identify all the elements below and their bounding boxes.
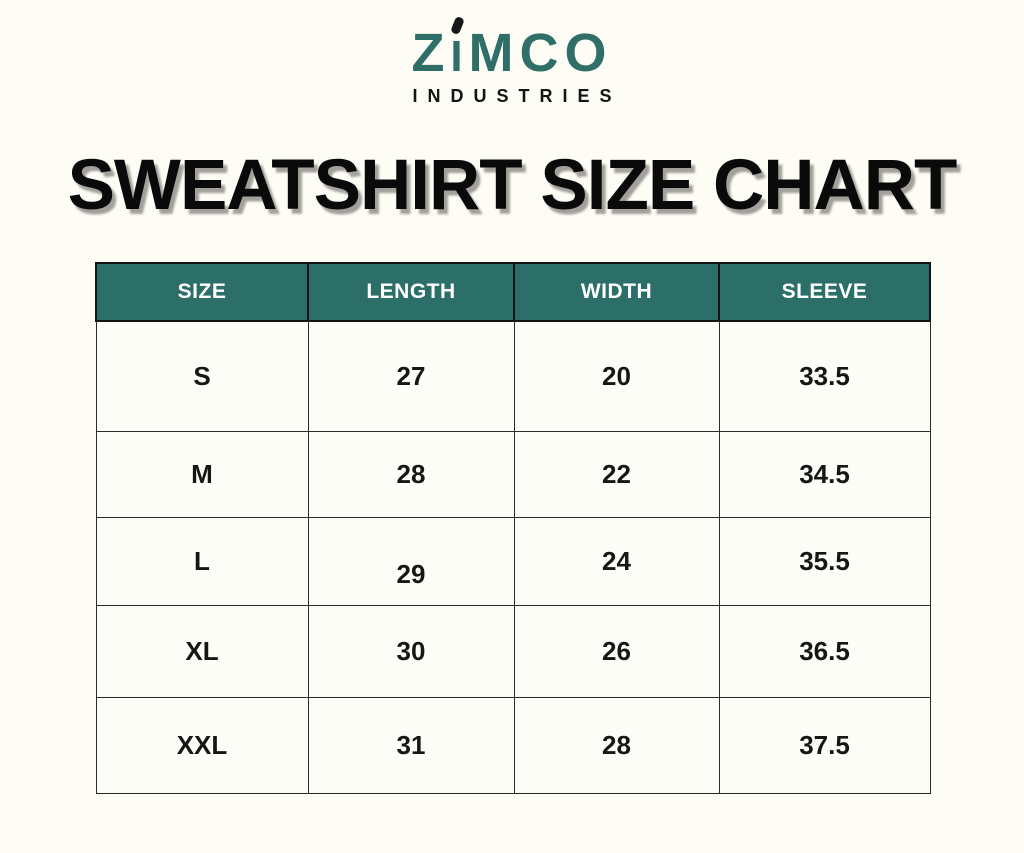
brand-logo: ZIMCO INDUSTRIES	[0, 15, 1024, 107]
column-header-length: LENGTH	[307, 262, 515, 322]
cell-sleeve: 37.5	[718, 696, 931, 794]
brand-subtitle: INDUSTRIES	[412, 86, 622, 106]
logo-letter-i: I	[450, 33, 469, 81]
logo-letters-mco: MCO	[468, 23, 613, 83]
page-title: SWEATSHIRT SIZE CHART	[67, 146, 958, 225]
cell-size: L	[95, 516, 309, 606]
cell-size: XL	[95, 604, 309, 698]
cell-length: 31	[307, 696, 515, 794]
cell-width: 24	[513, 516, 720, 606]
table-row-m: M 28 22 34.5	[95, 430, 931, 518]
cell-size: XXL	[95, 696, 309, 794]
cell-sleeve: 36.5	[718, 604, 931, 698]
cell-sleeve: 35.5	[718, 516, 931, 606]
cell-width: 26	[513, 604, 720, 698]
size-table: SIZE LENGTH WIDTH SLEEVE S 27 20 33.5 M …	[95, 262, 931, 794]
cell-sleeve: 33.5	[718, 320, 931, 432]
cell-size: M	[95, 430, 309, 518]
cell-sleeve: 34.5	[718, 430, 931, 518]
cell-width: 20	[513, 320, 720, 432]
table-row-l: L 29 24 35.5	[95, 516, 931, 606]
cell-width: 28	[513, 696, 720, 794]
column-header-sleeve: SLEEVE	[718, 262, 931, 322]
column-header-size: SIZE	[95, 262, 309, 322]
table-row-xxl: XXL 31 28 37.5	[95, 696, 931, 794]
cell-width: 22	[513, 430, 720, 518]
cell-length: 28	[307, 430, 515, 518]
cell-length: 30	[307, 604, 515, 698]
table-row-s: S 27 20 33.5	[95, 320, 931, 432]
table-row-xl: XL 30 26 36.5	[95, 604, 931, 698]
cell-length: 27	[307, 320, 515, 432]
size-table-container: SIZE LENGTH WIDTH SLEEVE S 27 20 33.5 M …	[95, 262, 931, 794]
table-header-row: SIZE LENGTH WIDTH SLEEVE	[95, 262, 931, 322]
column-header-width: WIDTH	[513, 262, 720, 322]
brand-logo-text: ZIMCO	[411, 15, 613, 83]
cell-length: 29	[307, 516, 515, 606]
cell-size: S	[95, 320, 309, 432]
logo-letter-z: Z	[411, 23, 451, 83]
